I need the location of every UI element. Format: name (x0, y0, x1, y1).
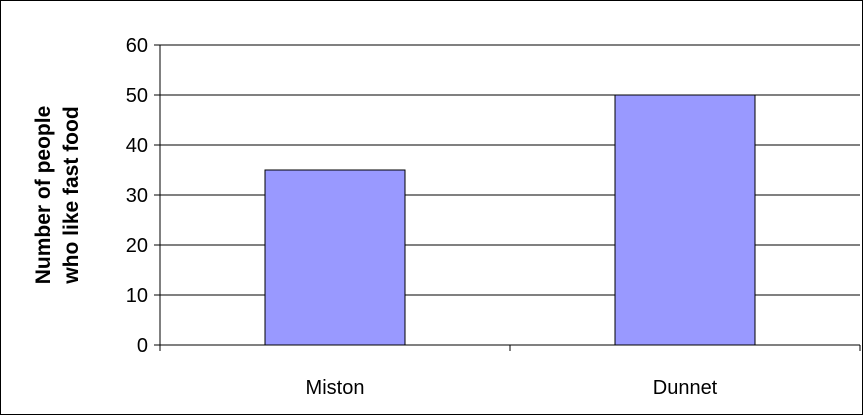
y-axis-title: Number of people who like fast food (32, 106, 83, 285)
bar-miston (264, 169, 406, 346)
y-tick-label: 10 (126, 285, 148, 307)
y-tick-label: 30 (126, 185, 148, 207)
y-tick-label: 50 (126, 85, 148, 107)
y-tick-label: 0 (137, 335, 148, 357)
y-tick-label: 20 (126, 235, 148, 257)
x-tick-label: Miston (306, 377, 365, 399)
x-tick-label: Dunnet (653, 377, 718, 399)
y-ticks: 0 10 20 30 40 50 60 (126, 35, 160, 357)
bars (264, 94, 756, 346)
y-axis-title-line-2: who like fast food (60, 106, 83, 284)
bar-dunnet (614, 94, 756, 346)
y-axis-title-line-1: Number of people (32, 106, 55, 285)
y-tick-label: 60 (126, 35, 148, 57)
y-tick-label: 40 (126, 135, 148, 157)
x-ticks: Miston Dunnet (159, 345, 861, 399)
